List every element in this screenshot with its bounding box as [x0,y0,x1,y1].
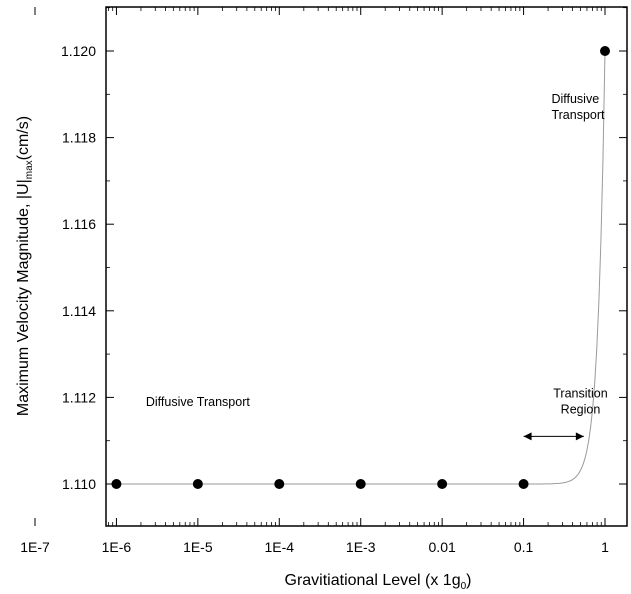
y-axis-title: Maximum Velocity Magnitude, |U|max(cm/s) [15,116,35,416]
x-tick-label: 1E-5 [183,539,213,555]
data-point [111,479,122,489]
data-point [518,479,529,489]
y-tick-label: 1.116 [62,216,96,232]
tick-marks [34,7,627,526]
plot-frame [105,6,628,527]
x-tick-label: 1E-3 [346,539,376,555]
x-tick-label: 1E-7 [20,539,50,555]
data-points [111,46,610,489]
data-point [274,479,285,489]
y-tick-label: 1.118 [62,130,96,146]
data-point [192,479,203,489]
x-tick-label: 0.1 [514,539,534,555]
x-tick-labels: 1E-7 1E-6 1E-5 1E-4 1E-3 0.01 0.1 1 [20,539,609,555]
annotation-text: Transition Region [553,386,607,416]
x-tick-label: 0.01 [429,539,456,555]
transition-arrow [523,432,584,441]
annotations: Diffusive Transport Diffusive Transport Tra… [146,92,608,416]
y-tick-label: 1.110 [62,476,96,492]
x-tick-label: 1E-6 [102,539,132,555]
y-tick-label: 1.120 [61,43,96,59]
annotation-text: Diffusive Transport [551,92,605,122]
y-tick-label: 1.112 [62,389,96,405]
y-tick-labels: 1.110 1.112 1.114 1.116 1.118 1.120 [61,43,96,492]
arrow-head-left [523,432,532,441]
y-tick-label: 1.114 [62,303,96,319]
data-point [437,479,448,489]
data-point [355,479,366,489]
x-tick-label: 1 [601,539,609,555]
x-tick-label: 1E-4 [264,539,294,555]
arrow-head-right [575,432,584,441]
series-line [116,50,606,485]
x-axis-title: Gravitiational Level (x 1g0) [285,572,472,592]
data-point [600,46,610,56]
annotation-text: Diffusive Transport [146,395,251,409]
